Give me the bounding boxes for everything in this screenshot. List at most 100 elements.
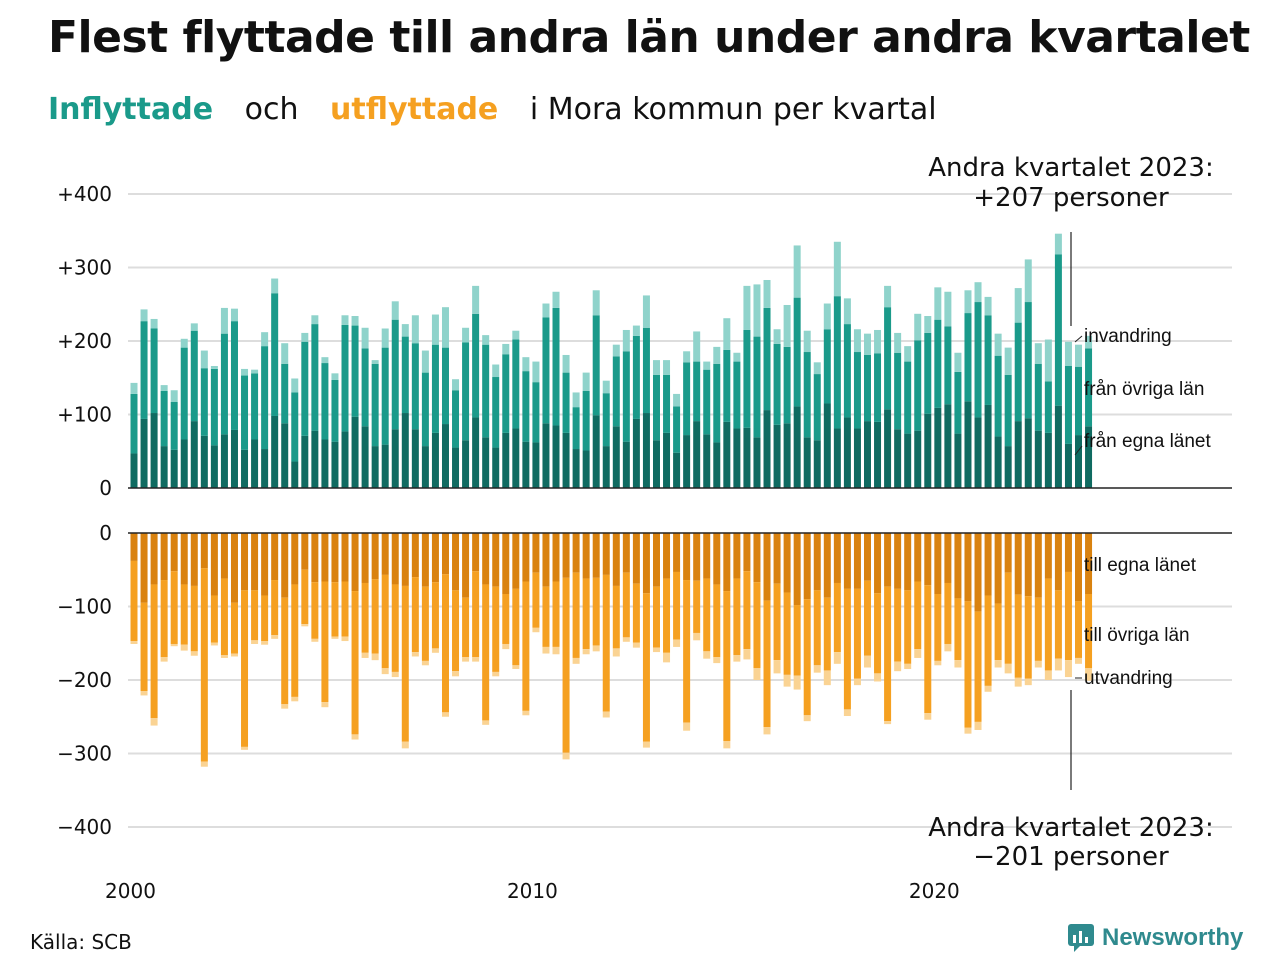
bar-in-other-counties: [492, 377, 500, 448]
bar-in-immigration: [441, 307, 449, 348]
bar-out-emigration: [642, 741, 650, 748]
bar-out-own-county: [1054, 533, 1062, 591]
bar-out-own-county: [150, 533, 158, 585]
bar-in-immigration: [301, 332, 309, 342]
bar-out-emigration: [733, 655, 741, 662]
bar-out-other-counties: [130, 560, 138, 642]
bar-in-immigration: [632, 325, 640, 336]
bar-out-emigration: [431, 648, 439, 653]
bar-out-emigration: [351, 734, 359, 740]
bar-out-other-counties: [492, 586, 500, 672]
bar-in-other-counties: [813, 374, 821, 441]
bar-in-immigration: [482, 335, 490, 345]
bar-out-emigration: [140, 691, 148, 696]
bar-out-emigration: [321, 702, 329, 708]
bar-in-other-counties: [512, 339, 520, 429]
bar-out-other-counties: [331, 582, 339, 637]
bar-in-own-county: [230, 429, 238, 488]
bar-in-own-county: [713, 442, 721, 488]
bar-in-own-county: [703, 434, 711, 488]
bar-out-own-county: [964, 533, 972, 602]
bar-out-own-county: [904, 533, 912, 591]
bar-out-own-county: [411, 533, 419, 578]
bar-in-other-counties: [341, 324, 349, 432]
bar-out-other-counties: [1024, 596, 1032, 679]
bar-out-own-county: [130, 533, 138, 561]
bar-in-other-counties: [743, 329, 751, 428]
bar-in-immigration: [462, 327, 470, 343]
bar-out-emigration: [291, 696, 299, 702]
bar-out-emigration: [371, 653, 379, 661]
bar-in-other-counties: [984, 315, 992, 405]
bar-in-own-county: [381, 444, 389, 488]
bar-out-emigration: [924, 713, 932, 720]
bar-out-own-county: [632, 533, 640, 584]
bar-out-other-counties: [602, 574, 610, 712]
bar-out-own-county: [924, 533, 932, 586]
bar-out-emigration: [532, 627, 540, 633]
bar-out-other-counties: [612, 585, 620, 649]
bar-out-emigration: [462, 657, 470, 662]
bar-in-own-county: [622, 441, 630, 488]
bar-in-immigration: [934, 287, 942, 320]
brand-name: Newsworthy: [1102, 924, 1244, 951]
bar-in-own-county: [220, 434, 228, 488]
bar-out-own-county: [803, 533, 811, 600]
bar-in-other-counties: [431, 344, 439, 433]
bar-out-other-counties: [482, 584, 490, 721]
bar-out-other-counties: [381, 574, 389, 669]
bar-in-own-county: [492, 447, 500, 488]
bar-out-emigration: [170, 643, 178, 647]
bar-in-other-counties: [592, 315, 600, 416]
bar-out-emigration: [632, 642, 640, 648]
bar-out-other-counties: [441, 574, 449, 713]
bar-out-emigration: [934, 660, 942, 666]
bar-in-own-county: [391, 429, 399, 488]
bar-out-emigration: [512, 665, 520, 669]
bar-in-own-county: [833, 428, 841, 488]
bar-in-immigration: [150, 318, 158, 329]
bar-in-immigration: [1024, 259, 1032, 303]
bar-in-other-counties: [723, 349, 731, 422]
bar-in-other-counties: [803, 352, 811, 438]
bar-in-other-counties: [301, 341, 309, 436]
bar-out-own-county: [301, 533, 309, 570]
bar-in-own-county: [542, 423, 550, 488]
bar-in-own-county: [472, 417, 480, 488]
bar-in-own-county: [994, 436, 1002, 488]
subtitle-inflyttade: Inflyttade: [48, 92, 214, 127]
bar-out-other-counties: [210, 595, 218, 643]
bar-out-emigration: [441, 712, 449, 717]
annotation-top-line2: +207 personer: [973, 183, 1169, 213]
bar-out-own-county: [441, 533, 449, 575]
subtitle-rest: i Mora kommun per kvartal: [529, 92, 937, 127]
bar-out-emigration: [813, 665, 821, 673]
bar-out-other-counties: [452, 590, 460, 672]
bar-out-other-counties: [361, 582, 369, 653]
subtitle-utflyttade: utflyttade: [330, 92, 499, 127]
bar-in-own-county: [642, 413, 650, 488]
bar-in-own-county: [160, 446, 168, 488]
bar-out-other-counties: [572, 572, 580, 658]
bar-in-own-county: [783, 423, 791, 488]
bar-out-other-counties: [1014, 594, 1022, 678]
bar-out-emigration: [472, 657, 480, 662]
bar-in-immigration: [321, 357, 329, 364]
bar-in-other-counties: [693, 361, 701, 422]
bar-out-emigration: [230, 653, 238, 657]
bar-out-emigration: [723, 741, 731, 749]
bar-in-other-counties: [632, 335, 640, 419]
bar-in-other-counties: [1044, 381, 1052, 433]
bar-out-emigration: [492, 671, 500, 677]
bar-in-other-counties: [843, 324, 851, 418]
bar-in-other-counties: [130, 393, 138, 454]
bar-out-other-counties: [241, 590, 249, 747]
bar-in-own-county: [502, 432, 510, 488]
bar-in-immigration: [723, 318, 731, 350]
bar-in-own-county: [984, 404, 992, 488]
bar-out-emigration: [452, 671, 460, 677]
bar-in-other-counties: [763, 307, 771, 411]
bar-out-other-counties: [904, 590, 912, 664]
bar-in-own-county: [753, 437, 761, 488]
bar-out-other-counties: [823, 597, 831, 671]
